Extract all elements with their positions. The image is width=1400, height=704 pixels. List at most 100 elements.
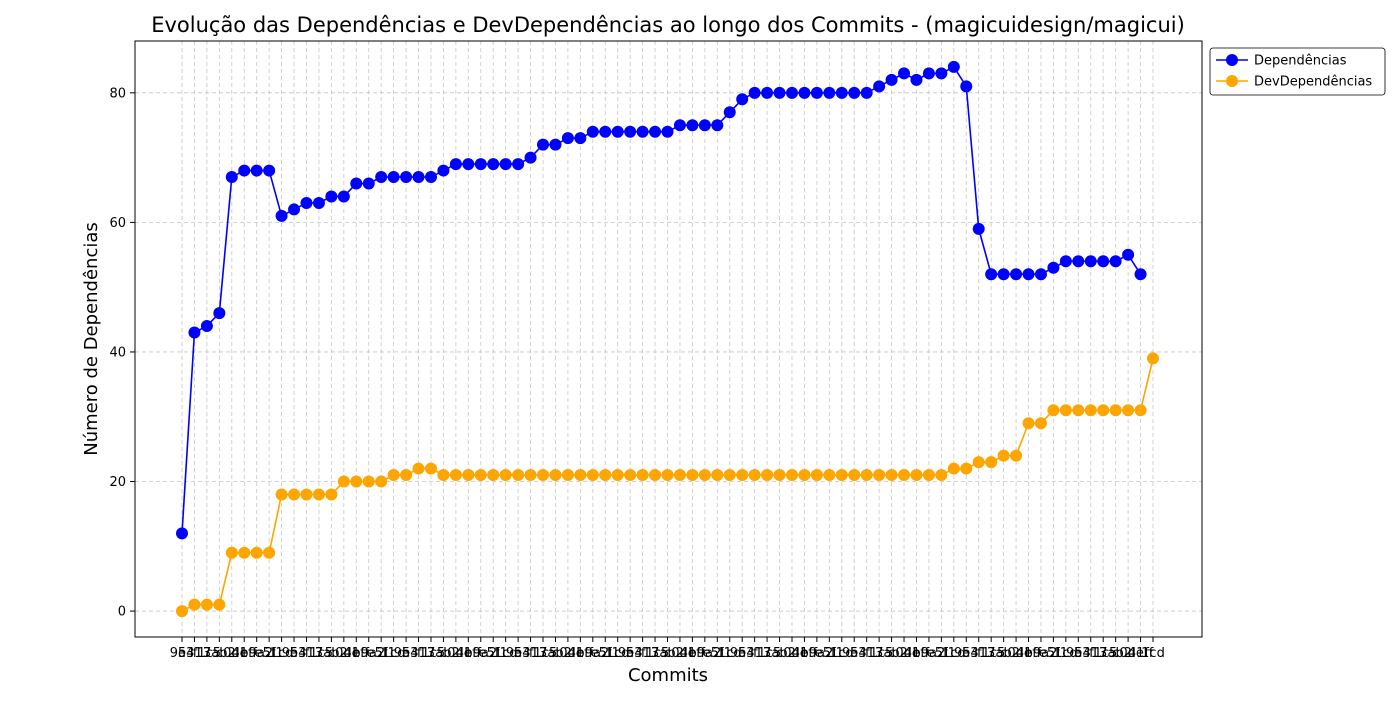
x-tick-label: e5f1: [815, 646, 844, 661]
data-point: [773, 469, 786, 482]
data-point: [1122, 248, 1135, 261]
data-point: [860, 469, 873, 482]
data-point: [723, 469, 736, 482]
data-point: [823, 86, 836, 99]
data-point: [1010, 268, 1023, 281]
data-point: [387, 469, 400, 482]
grid-layer: [135, 41, 1202, 637]
x-tick-label: 5413: [1074, 646, 1107, 661]
y-axis-label: Número de Dependências: [81, 222, 102, 456]
data-point: [512, 158, 525, 171]
x-axis: 9e35413f1c57ab2c0de41ffb9a2e5f11cd9e3541…: [170, 637, 1165, 661]
x-tick-label: b9a2: [464, 646, 497, 661]
data-point: [960, 80, 973, 93]
data-point: [898, 67, 911, 80]
chart-title: Evolução das Dependências e DevDependênc…: [151, 13, 1185, 37]
data-point: [898, 469, 911, 482]
data-point: [835, 86, 848, 99]
x-tick-label: e5f1: [479, 646, 508, 661]
data-point: [873, 80, 886, 93]
x-tick-label: 9e3: [170, 646, 195, 661]
x-tick-label: 41ff: [344, 646, 371, 661]
legend-label: DevDependências: [1254, 75, 1372, 90]
data-point: [785, 86, 798, 99]
data-point: [1097, 255, 1110, 268]
data-point: [1059, 404, 1072, 417]
data-point: [835, 469, 848, 482]
data-point: [823, 469, 836, 482]
data-point: [1047, 404, 1060, 417]
data-point: [860, 86, 873, 99]
x-tick-label: 41ff: [680, 646, 707, 661]
data-point: [698, 469, 711, 482]
x-tick-label: 41ff: [904, 646, 931, 661]
data-point: [213, 598, 226, 611]
data-point: [673, 469, 686, 482]
data-point: [1034, 268, 1047, 281]
data-point: [649, 125, 662, 138]
data-point: [885, 469, 898, 482]
data-point: [549, 138, 562, 151]
x-tick-label: f1c5: [417, 646, 445, 661]
data-point: [350, 475, 363, 488]
x-tick-label: 9e3: [842, 646, 867, 661]
legend-box: [1209, 47, 1386, 96]
data-point: [412, 171, 425, 184]
data-point: [474, 469, 487, 482]
data-point: [985, 268, 998, 281]
data-point: [524, 151, 537, 164]
x-tick-label: 5413: [290, 646, 323, 661]
x-tick-label: e5f1: [367, 646, 396, 661]
data-point: [935, 67, 948, 80]
x-tick-label: b9a2: [801, 646, 834, 661]
y-tick-label: 80: [109, 86, 126, 101]
x-tick-label: 1cd: [270, 646, 294, 661]
x-tick-label: 5413: [850, 646, 883, 661]
data-point: [487, 469, 500, 482]
data-point: [997, 449, 1010, 462]
data-point: [537, 138, 550, 151]
data-point: [922, 469, 935, 482]
data-point: [1010, 449, 1023, 462]
data-point: [586, 125, 599, 138]
data-point: [935, 469, 948, 482]
data-point: [960, 462, 973, 475]
data-point: [263, 546, 276, 559]
x-tick-label: c0de: [552, 646, 584, 661]
data-point: [537, 469, 550, 482]
data-point: [1134, 404, 1147, 417]
x-axis-label: Commits: [628, 665, 708, 686]
x-tick-label: 9e3: [394, 646, 419, 661]
data-point: [288, 203, 301, 216]
data-point: [1034, 417, 1047, 430]
x-tick-label: c0de: [776, 646, 808, 661]
x-tick-label: 41ff: [1016, 646, 1043, 661]
x-tick-label: e5f1: [1039, 646, 1068, 661]
x-tick-label: 5413: [402, 646, 435, 661]
data-point: [362, 177, 375, 190]
x-tick-label: 41ff: [231, 646, 258, 661]
x-tick-label: 7ab2: [539, 646, 572, 661]
data-point: [561, 469, 574, 482]
x-tick-label: 1cd: [1141, 646, 1165, 661]
data-point: [848, 469, 861, 482]
data-point: [972, 456, 985, 469]
data-point: [673, 119, 686, 132]
x-tick-label: 7ab2: [875, 646, 908, 661]
x-tick-label: b9a2: [913, 646, 946, 661]
data-point: [922, 67, 935, 80]
data-point: [275, 209, 288, 222]
x-tick-label: 7ab2: [427, 646, 460, 661]
data-point: [449, 469, 462, 482]
x-tick-label: e5f1: [703, 646, 732, 661]
x-tick-label: b9a2: [240, 646, 273, 661]
data-point: [624, 469, 637, 482]
data-point: [611, 125, 624, 138]
x-tick-label: e5f1: [255, 646, 284, 661]
data-point: [761, 469, 774, 482]
x-tick-label: c0de: [888, 646, 920, 661]
data-point: [810, 469, 823, 482]
x-tick-label: f1c5: [305, 646, 333, 661]
data-point: [462, 158, 475, 171]
